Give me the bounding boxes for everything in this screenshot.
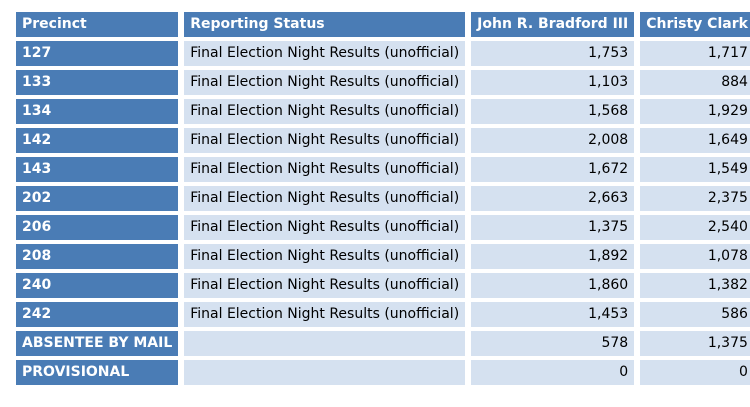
- precinct-cell: PROVISIONAL: [16, 360, 179, 385]
- candidate-2-votes-cell: 0: [640, 360, 750, 385]
- candidate-1-votes-cell: 578: [471, 331, 635, 356]
- candidate-1-votes-cell: 2,008: [471, 128, 635, 153]
- table-row: 206 Final Election Night Results (unoffi…: [16, 215, 750, 240]
- precinct-cell: 127: [16, 41, 179, 66]
- candidate-2-votes-cell: 1,382: [640, 273, 750, 298]
- precinct-cell: 134: [16, 99, 179, 124]
- candidate-1-votes-cell: 1,672: [471, 157, 635, 182]
- table-body: 127 Final Election Night Results (unoffi…: [16, 41, 750, 385]
- status-cell: Final Election Night Results (unofficial…: [184, 273, 466, 298]
- candidate-1-votes-cell: 1,103: [471, 70, 635, 95]
- table-row: 202 Final Election Night Results (unoffi…: [16, 186, 750, 211]
- candidate-2-votes-cell: 2,540: [640, 215, 750, 240]
- table-row: PROVISIONAL 0 0: [16, 360, 750, 385]
- precinct-cell: ABSENTEE BY MAIL: [16, 331, 179, 356]
- results-table: Precinct Reporting Status John R. Bradfo…: [10, 8, 750, 389]
- precinct-cell: 240: [16, 273, 179, 298]
- candidate-1-votes-cell: 1,568: [471, 99, 635, 124]
- status-cell: Final Election Night Results (unofficial…: [184, 186, 466, 211]
- table-row: 208 Final Election Night Results (unoffi…: [16, 244, 750, 269]
- status-cell: Final Election Night Results (unofficial…: [184, 244, 466, 269]
- column-header-candidate-1: John R. Bradford III: [471, 12, 635, 37]
- table-row: 134 Final Election Night Results (unoffi…: [16, 99, 750, 124]
- candidate-1-votes-cell: 1,892: [471, 244, 635, 269]
- table-row: ABSENTEE BY MAIL 578 1,375: [16, 331, 750, 356]
- table-row: 133 Final Election Night Results (unoffi…: [16, 70, 750, 95]
- table-row: 127 Final Election Night Results (unoffi…: [16, 41, 750, 66]
- table-row: 143 Final Election Night Results (unoffi…: [16, 157, 750, 182]
- status-cell: Final Election Night Results (unofficial…: [184, 302, 466, 327]
- candidate-1-votes-cell: 1,860: [471, 273, 635, 298]
- candidate-2-votes-cell: 586: [640, 302, 750, 327]
- column-header-precinct: Precinct: [16, 12, 179, 37]
- candidate-2-votes-cell: 1,549: [640, 157, 750, 182]
- precinct-cell: 208: [16, 244, 179, 269]
- candidate-2-votes-cell: 884: [640, 70, 750, 95]
- status-cell: Final Election Night Results (unofficial…: [184, 157, 466, 182]
- status-cell: Final Election Night Results (unofficial…: [184, 215, 466, 240]
- candidate-1-votes-cell: 2,663: [471, 186, 635, 211]
- candidate-2-votes-cell: 1,078: [640, 244, 750, 269]
- precinct-cell: 143: [16, 157, 179, 182]
- candidate-2-votes-cell: 1,717: [640, 41, 750, 66]
- status-cell: Final Election Night Results (unofficial…: [184, 99, 466, 124]
- column-header-reporting-status: Reporting Status: [184, 12, 466, 37]
- candidate-2-votes-cell: 1,375: [640, 331, 750, 356]
- table-row: 240 Final Election Night Results (unoffi…: [16, 273, 750, 298]
- header-row: Precinct Reporting Status John R. Bradfo…: [16, 12, 750, 37]
- table-header: Precinct Reporting Status John R. Bradfo…: [16, 12, 750, 37]
- candidate-1-votes-cell: 1,375: [471, 215, 635, 240]
- candidate-2-votes-cell: 1,929: [640, 99, 750, 124]
- status-cell: [184, 331, 466, 356]
- candidate-1-votes-cell: 1,753: [471, 41, 635, 66]
- candidate-1-votes-cell: 0: [471, 360, 635, 385]
- status-cell: Final Election Night Results (unofficial…: [184, 128, 466, 153]
- candidate-2-votes-cell: 2,375: [640, 186, 750, 211]
- status-cell: [184, 360, 466, 385]
- column-header-candidate-2: Christy Clark: [640, 12, 750, 37]
- table-row: 242 Final Election Night Results (unoffi…: [16, 302, 750, 327]
- precinct-cell: 133: [16, 70, 179, 95]
- precinct-cell: 242: [16, 302, 179, 327]
- status-cell: Final Election Night Results (unofficial…: [184, 41, 466, 66]
- precinct-cell: 142: [16, 128, 179, 153]
- table-row: 142 Final Election Night Results (unoffi…: [16, 128, 750, 153]
- precinct-cell: 202: [16, 186, 179, 211]
- status-cell: Final Election Night Results (unofficial…: [184, 70, 466, 95]
- candidate-2-votes-cell: 1,649: [640, 128, 750, 153]
- candidate-1-votes-cell: 1,453: [471, 302, 635, 327]
- precinct-cell: 206: [16, 215, 179, 240]
